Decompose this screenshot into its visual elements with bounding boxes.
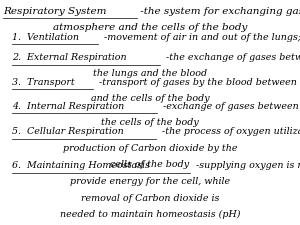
Text: the lungs and the blood: the lungs and the blood (93, 69, 207, 78)
Text: 4.  Internal Respiration: 4. Internal Respiration (12, 102, 124, 111)
Text: 1.  Ventilation: 1. Ventilation (12, 33, 79, 42)
Text: the cells of the body: the cells of the body (101, 118, 199, 127)
Text: provide energy for the cell, while: provide energy for the cell, while (70, 177, 230, 186)
Text: -supplying oxygen is necessary to: -supplying oxygen is necessary to (190, 161, 300, 170)
Text: -exchange of gases between the blood and: -exchange of gases between the blood and (157, 102, 300, 111)
Text: 2.  External Respiration: 2. External Respiration (12, 53, 127, 62)
Text: removal of Carbon dioxide is: removal of Carbon dioxide is (81, 194, 219, 203)
Text: 5.  Cellular Respiration: 5. Cellular Respiration (12, 127, 124, 136)
Text: atmosphere and the cells of the body: atmosphere and the cells of the body (53, 23, 247, 32)
Text: Respiratory System: Respiratory System (3, 7, 106, 16)
Text: production of Carbon dioxide by the: production of Carbon dioxide by the (63, 144, 237, 153)
Text: -transport of gases by the blood between the blood: -transport of gases by the blood between… (93, 78, 300, 87)
Text: -the system for exchanging gases between the: -the system for exchanging gases between… (136, 7, 300, 16)
Text: and the cells of the body: and the cells of the body (91, 94, 209, 103)
Text: 6.  Maintaining Homeostasis: 6. Maintaining Homeostasis (12, 161, 150, 170)
Text: needed to maintain homeostasis (pH): needed to maintain homeostasis (pH) (60, 210, 240, 219)
Text: -movement of air in and out of the lungs; breathing: -movement of air in and out of the lungs… (98, 33, 300, 42)
Text: -the process of oxygen utilization and: -the process of oxygen utilization and (156, 127, 300, 136)
Text: 3.  Transport: 3. Transport (12, 78, 75, 87)
Text: cells of the body: cells of the body (110, 160, 190, 169)
Text: -the exchange of gases between the air of: -the exchange of gases between the air o… (160, 53, 300, 62)
